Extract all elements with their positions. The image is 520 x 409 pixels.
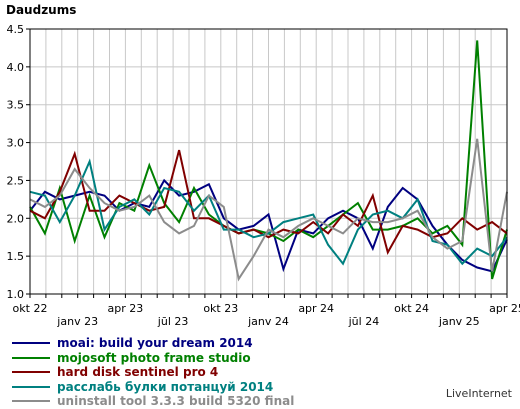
legend-item: hard disk sentinel pro 4 bbox=[12, 365, 294, 380]
legend-swatch bbox=[12, 371, 50, 373]
legend-swatch bbox=[12, 357, 50, 359]
x-tick-label: okt 22 bbox=[13, 302, 48, 315]
y-tick-label: 2.0 bbox=[7, 212, 25, 225]
brand-label: LiveInternet bbox=[446, 387, 512, 400]
legend-swatch bbox=[12, 386, 50, 388]
legend-swatch bbox=[12, 400, 50, 402]
y-tick-label: 4.0 bbox=[7, 61, 25, 74]
legend-label: hard disk sentinel pro 4 bbox=[57, 365, 218, 380]
y-tick-label: 1.5 bbox=[7, 250, 25, 263]
y-tick-label: 2.5 bbox=[7, 174, 25, 187]
x-tick-label: apr 24 bbox=[298, 302, 334, 315]
legend-label: mojosoft photo frame studio bbox=[57, 351, 251, 366]
legend-item: расслабь булки потанцуй 2014 bbox=[12, 380, 294, 395]
legend-swatch bbox=[12, 342, 50, 344]
legend-item: mojosoft photo frame studio bbox=[12, 351, 294, 366]
grid-layer bbox=[30, 29, 507, 294]
x-tick-label: janv 25 bbox=[438, 315, 480, 328]
x-tick-label: apr 23 bbox=[108, 302, 144, 315]
y-tick-label: 1.0 bbox=[7, 288, 25, 301]
legend-item: uninstall tool 3.3.3 build 5320 final bbox=[12, 394, 294, 409]
x-tick-label: janv 23 bbox=[56, 315, 98, 328]
legend-item: moai: build your dream 2014 bbox=[12, 336, 294, 351]
legend-label: moai: build your dream 2014 bbox=[57, 336, 253, 351]
x-tick-label: apr 25 bbox=[489, 302, 520, 315]
legend-label: расслабь булки потанцуй 2014 bbox=[57, 380, 273, 395]
x-tick-label: jūl 24 bbox=[348, 315, 380, 328]
x-tick-label: jūl 23 bbox=[157, 315, 189, 328]
y-tick-label: 3.5 bbox=[7, 99, 25, 112]
x-tick-label: okt 23 bbox=[203, 302, 238, 315]
x-tick-label: janv 24 bbox=[247, 315, 289, 328]
x-tick-label: okt 24 bbox=[394, 302, 429, 315]
y-tick-label: 4.5 bbox=[7, 23, 25, 36]
legend-label: uninstall tool 3.3.3 build 5320 final bbox=[57, 394, 294, 409]
y-tick-label: 3.0 bbox=[7, 137, 25, 150]
tick-layer bbox=[26, 29, 507, 298]
